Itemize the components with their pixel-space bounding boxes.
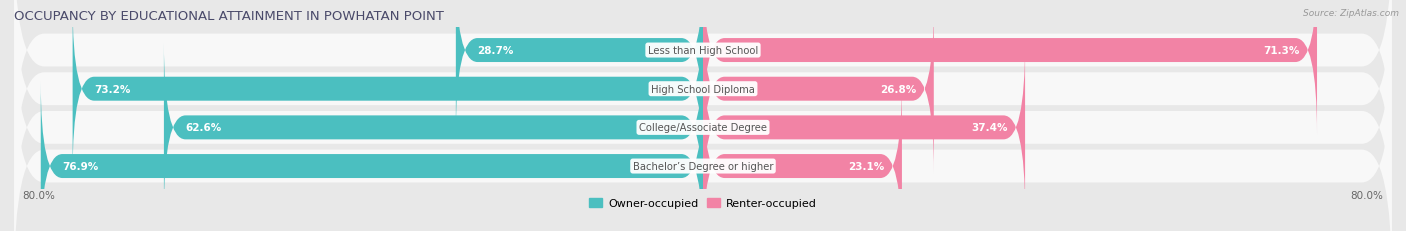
Text: 23.1%: 23.1%: [848, 161, 884, 171]
Text: 76.9%: 76.9%: [62, 161, 98, 171]
Text: Source: ZipAtlas.com: Source: ZipAtlas.com: [1303, 9, 1399, 18]
Text: 71.3%: 71.3%: [1264, 46, 1299, 56]
Text: Bachelor’s Degree or higher: Bachelor’s Degree or higher: [633, 161, 773, 171]
FancyBboxPatch shape: [703, 82, 901, 231]
Text: 80.0%: 80.0%: [22, 190, 56, 200]
Text: 26.8%: 26.8%: [880, 84, 917, 94]
Text: OCCUPANCY BY EDUCATIONAL ATTAINMENT IN POWHATAN POINT: OCCUPANCY BY EDUCATIONAL ATTAINMENT IN P…: [14, 9, 444, 22]
FancyBboxPatch shape: [14, 0, 1392, 169]
FancyBboxPatch shape: [73, 5, 703, 174]
FancyBboxPatch shape: [456, 0, 703, 135]
Text: 37.4%: 37.4%: [972, 123, 1008, 133]
FancyBboxPatch shape: [14, 48, 1392, 231]
FancyBboxPatch shape: [14, 0, 1392, 208]
Text: 80.0%: 80.0%: [1350, 190, 1384, 200]
Legend: Owner-occupied, Renter-occupied: Owner-occupied, Renter-occupied: [585, 194, 821, 213]
Text: Less than High School: Less than High School: [648, 46, 758, 56]
Text: High School Diploma: High School Diploma: [651, 84, 755, 94]
FancyBboxPatch shape: [165, 43, 703, 212]
Text: College/Associate Degree: College/Associate Degree: [638, 123, 768, 133]
Text: 28.7%: 28.7%: [478, 46, 513, 56]
FancyBboxPatch shape: [41, 82, 703, 231]
Text: 62.6%: 62.6%: [186, 123, 222, 133]
FancyBboxPatch shape: [703, 43, 1025, 212]
FancyBboxPatch shape: [703, 0, 1317, 135]
Text: 73.2%: 73.2%: [94, 84, 131, 94]
FancyBboxPatch shape: [14, 9, 1392, 231]
FancyBboxPatch shape: [703, 5, 934, 174]
